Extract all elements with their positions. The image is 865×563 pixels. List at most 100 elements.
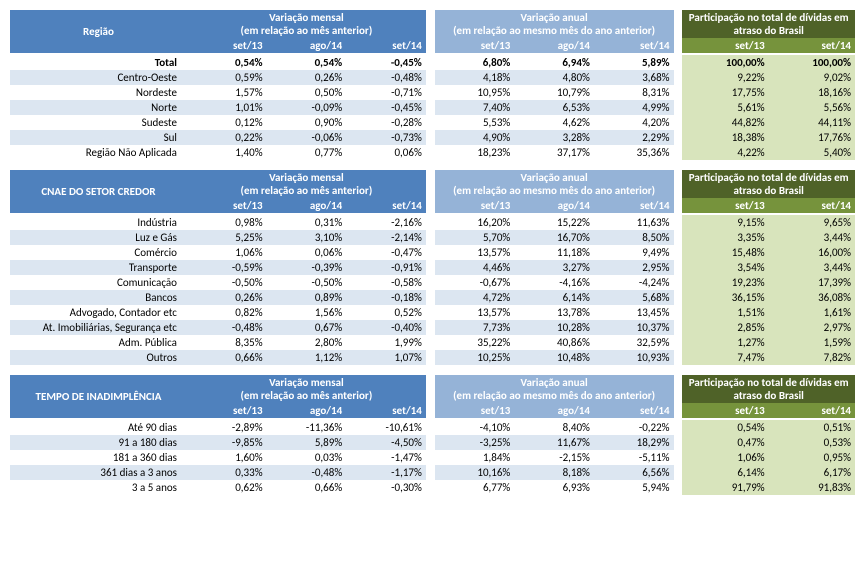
value-share: 9,65%: [769, 215, 855, 230]
value-annual: 9,49%: [594, 245, 674, 260]
value-annual: 8,50%: [594, 230, 674, 245]
value-share: 15,48%: [682, 245, 768, 260]
table-row: Até 90 dias-2,89%-11,36%-10,61%-4,10%8,4…: [10, 420, 855, 435]
table-row: Centro-Oeste0,59%0,26%-0,48%4,18%4,80%3,…: [10, 70, 855, 85]
value-annual: 6,56%: [594, 465, 674, 480]
value-monthly: -0,47%: [346, 245, 426, 260]
value-share: 1,51%: [682, 305, 768, 320]
value-share: 1,61%: [769, 305, 855, 320]
period-label: set/13: [682, 403, 768, 418]
value-monthly: 0,33%: [187, 465, 267, 480]
value-monthly: -0,06%: [267, 130, 347, 145]
value-annual: 10,48%: [514, 350, 594, 365]
row-label: Centro-Oeste: [10, 70, 187, 85]
col-group-monthly: Variação mensal(em relação ao mês anteri…: [187, 10, 426, 38]
row-label: 361 dias a 3 anos: [10, 465, 187, 480]
data-table: RegiãoVariação mensal(em relação ao mês …: [10, 10, 855, 160]
value-monthly: -1,47%: [346, 450, 426, 465]
value-annual: 6,14%: [514, 290, 594, 305]
row-label: Sudeste: [10, 115, 187, 130]
value-monthly: 1,01%: [187, 100, 267, 115]
row-label: At. Imobiliárias, Segurança etc: [10, 320, 187, 335]
value-monthly: -0,45%: [346, 55, 426, 70]
table-row: Sul0,22%-0,06%-0,73%4,90%3,28%2,29%18,38…: [10, 130, 855, 145]
value-share: 2,85%: [682, 320, 768, 335]
col-group-annual: Variação anual(em relação ao mesmo mês d…: [435, 170, 674, 198]
value-share: 3,44%: [769, 230, 855, 245]
value-share: 6,17%: [769, 465, 855, 480]
value-annual: 1,84%: [435, 450, 515, 465]
value-monthly: 1,40%: [187, 145, 267, 160]
value-share: 17,75%: [682, 85, 768, 100]
value-monthly: -9,85%: [187, 435, 267, 450]
value-annual: 6,80%: [435, 55, 515, 70]
period-label: set/13: [435, 403, 515, 418]
table-row: Sudeste0,12%0,90%-0,28%5,53%4,62%4,20%44…: [10, 115, 855, 130]
row-label: Norte: [10, 100, 187, 115]
value-share: 9,22%: [682, 70, 768, 85]
period-label: ago/14: [514, 403, 594, 418]
value-annual: 8,31%: [594, 85, 674, 100]
value-annual: 5,53%: [435, 115, 515, 130]
period-label: set/14: [594, 38, 674, 53]
period-label: set/13: [187, 403, 267, 418]
value-annual: 5,94%: [594, 480, 674, 495]
value-monthly: -0,73%: [346, 130, 426, 145]
value-annual: 13,57%: [435, 245, 515, 260]
value-annual: -0,22%: [594, 420, 674, 435]
table-row: Região Não Aplicada1,40%0,77%0,06%18,23%…: [10, 145, 855, 160]
value-monthly: 0,54%: [187, 55, 267, 70]
value-annual: 6,94%: [514, 55, 594, 70]
row-label: Transporte: [10, 260, 187, 275]
value-share: 100,00%: [769, 55, 855, 70]
value-share: 91,83%: [769, 480, 855, 495]
table-row: Indústria0,98%0,31%-2,16%16,20%15,22%11,…: [10, 215, 855, 230]
value-annual: 6,53%: [514, 100, 594, 115]
value-annual: -3,25%: [435, 435, 515, 450]
value-annual: 7,73%: [435, 320, 515, 335]
value-monthly: 1,12%: [267, 350, 347, 365]
value-annual: 11,67%: [514, 435, 594, 450]
panel: RegiãoVariação mensal(em relação ao mês …: [10, 10, 855, 160]
row-label: 91 a 180 dias: [10, 435, 187, 450]
value-share: 16,00%: [769, 245, 855, 260]
value-monthly: 0,06%: [267, 245, 347, 260]
value-share: 17,76%: [769, 130, 855, 145]
value-annual: 4,90%: [435, 130, 515, 145]
value-annual: 4,20%: [594, 115, 674, 130]
value-monthly: 0,22%: [187, 130, 267, 145]
table-row: Luz e Gás5,25%3,10%-2,14%5,70%16,70%8,50…: [10, 230, 855, 245]
table-row: Outros0,66%1,12%1,07%10,25%10,48%10,93%7…: [10, 350, 855, 365]
period-label: set/14: [594, 403, 674, 418]
value-share: 0,95%: [769, 450, 855, 465]
value-monthly: 5,89%: [267, 435, 347, 450]
panel-header: Região: [10, 10, 187, 53]
period-label: set/13: [187, 38, 267, 53]
value-monthly: -0,50%: [187, 275, 267, 290]
value-monthly: -0,40%: [346, 320, 426, 335]
table-row: 91 a 180 dias-9,85%5,89%-4,50% -3,25%11,6…: [10, 435, 855, 450]
value-annual: 11,18%: [514, 245, 594, 260]
value-annual: 8,18%: [514, 465, 594, 480]
value-monthly: -4,50%: [346, 435, 426, 450]
value-annual: 10,79%: [514, 85, 594, 100]
value-monthly: -0,48%: [267, 465, 347, 480]
value-share: 5,40%: [769, 145, 855, 160]
period-label: ago/14: [267, 198, 347, 213]
value-annual: 10,16%: [435, 465, 515, 480]
value-annual: 4,80%: [514, 70, 594, 85]
value-monthly: -0,59%: [187, 260, 267, 275]
value-share: 5,61%: [682, 100, 768, 115]
value-annual: -4,10%: [435, 420, 515, 435]
row-label: Outros: [10, 350, 187, 365]
value-monthly: -2,16%: [346, 215, 426, 230]
value-monthly: 0,62%: [187, 480, 267, 495]
value-monthly: 0,67%: [267, 320, 347, 335]
row-label: Região Não Aplicada: [10, 145, 187, 160]
value-monthly: 1,56%: [267, 305, 347, 320]
period-label: set/14: [346, 38, 426, 53]
value-annual: 13,78%: [514, 305, 594, 320]
value-share: 0,47%: [682, 435, 768, 450]
value-annual: 37,17%: [514, 145, 594, 160]
row-label: Indústria: [10, 215, 187, 230]
